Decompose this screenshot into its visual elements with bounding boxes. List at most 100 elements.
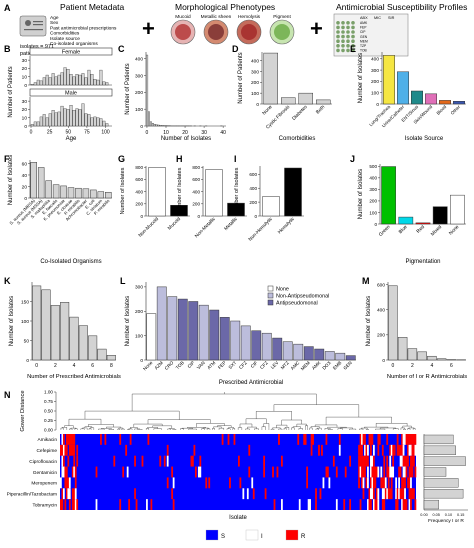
x-tick-label: 20: [182, 130, 188, 136]
x-axis-label: Comorbidities: [279, 136, 316, 142]
ast-row-label: AMK: [360, 21, 368, 25]
heatmap-cell: [411, 444, 414, 456]
x-tick-label: Mixed: [430, 224, 444, 238]
antimicrobial-bar: [209, 309, 220, 361]
heatmap-cell: [61, 455, 64, 467]
y-tick-label: 100: [251, 91, 259, 97]
age-bar: [51, 110, 55, 127]
heatmap-cell: [67, 477, 70, 489]
metadata-item: Age: [50, 15, 59, 21]
heatmap-cell: [62, 488, 65, 500]
age-bar: [39, 116, 43, 127]
panel-letter-a: A: [4, 3, 11, 13]
panel-letter: K: [4, 276, 11, 286]
isolate-count-bar: [165, 125, 168, 127]
ir-count-bar: [427, 355, 437, 361]
age-bar: [57, 74, 61, 86]
heatmap-cell: [364, 434, 366, 445]
heatmap-cell: [367, 444, 369, 456]
heatmap-cell: [238, 455, 240, 467]
legend-label: None: [276, 286, 289, 292]
antimicrobial-bar: [324, 351, 335, 361]
x-tick-label: Both: [315, 104, 326, 115]
isolate-count-bar: [159, 125, 162, 127]
panel-k-prescribed-count: K 0 50 100 150 0 2 4 6 8 Number of Prescribed Anti…: [4, 276, 121, 380]
age-bar: [54, 112, 58, 127]
heatmap-cell: [405, 466, 408, 478]
heatmap-cell: [408, 477, 411, 489]
phenotype-bar: [148, 167, 166, 217]
heatmap-cell: [71, 488, 74, 500]
antimicrobial-bar: [240, 325, 251, 361]
isolate-count-bar: [151, 123, 154, 127]
age-bar: [99, 118, 103, 127]
y-tick-label: 400: [249, 186, 257, 191]
x-axis-label: Number of Prescribed Antimicrobials: [27, 374, 121, 380]
y-tick-label: 100: [135, 333, 143, 339]
antimicrobial-bar: [335, 352, 346, 361]
organism-bar: [90, 189, 97, 199]
heatmap-cell: [364, 466, 366, 478]
x-tick-label: None: [448, 224, 461, 237]
isolate-count-bar: [155, 124, 158, 127]
heatmap-cell: [146, 499, 148, 510]
prescribed-count-bar: [106, 355, 116, 361]
heatmap-cell: [401, 444, 403, 456]
patient-metadata-title: Patient Metadata: [60, 2, 125, 12]
metadata-item: Sex: [50, 20, 59, 26]
y-axis-label: Number of Patients: [125, 63, 131, 114]
y-axis-label: Number of Isolates: [366, 296, 372, 346]
heatmap-cell: [318, 444, 320, 456]
heatmap-cell: [172, 477, 175, 489]
heatmap-cell: [377, 434, 380, 445]
isolate-count-bar: [149, 121, 152, 127]
heatmap-cell: [401, 499, 403, 510]
heatmap-cell: [389, 488, 392, 500]
x-tick-label: CFZ: [259, 360, 269, 370]
age-bar: [63, 67, 67, 86]
well-icon: [346, 48, 350, 53]
heatmap-cell: [134, 455, 136, 467]
prescribed-count-bar: [88, 335, 98, 361]
ast-header: ABX: [360, 16, 368, 20]
ast-row-label: TZP: [360, 44, 367, 48]
heatmap-cell: [408, 444, 411, 456]
frequency-bar: [423, 478, 459, 488]
y-tick-label: 0: [197, 214, 200, 219]
y-axis-label: Number of Patients: [8, 66, 14, 117]
colony-icon: [175, 24, 191, 40]
heatmap-cell: [405, 455, 408, 467]
x-axis-label: Pigmentation: [405, 259, 440, 265]
heatmap-cell: [343, 499, 346, 510]
age-bar: [69, 74, 73, 86]
y-tick-label: 400: [377, 307, 385, 313]
heatmap-cell: [303, 434, 306, 445]
heatmap-cell: [361, 434, 363, 445]
antimicrobial-bar: [314, 348, 325, 361]
heatmap-cell: [404, 466, 406, 478]
frequency-bar: [423, 445, 456, 455]
heatmap-cell: [367, 499, 369, 510]
y-tick-label: 300: [135, 73, 143, 79]
heatmap-cell: [377, 466, 380, 478]
prescribed-count-bar: [97, 348, 107, 361]
isolate-count-bar: [161, 125, 164, 127]
y-tick-label: 200: [135, 90, 143, 96]
heatmap-cell: [233, 434, 236, 445]
well-icon: [351, 48, 355, 53]
well-icon: [341, 21, 345, 25]
heatmap-cell: [377, 488, 380, 500]
x-axis-label: Age: [66, 136, 77, 142]
antimicrobial-bar: [272, 337, 283, 361]
heatmap-cell: [380, 466, 383, 478]
heatmap-cell: [411, 434, 414, 445]
dendrogram-axis-label: Gower Distance: [20, 390, 26, 431]
ast-header: SIR: [388, 16, 395, 20]
sir-legend-swatch: [285, 529, 299, 541]
heatmap-cell: [166, 477, 169, 489]
heatmap-cell: [128, 499, 131, 510]
panel-letter: C: [118, 44, 125, 54]
heatmap-cell: [171, 488, 174, 500]
heatmap-cell: [70, 444, 73, 456]
well-icon: [346, 30, 350, 34]
